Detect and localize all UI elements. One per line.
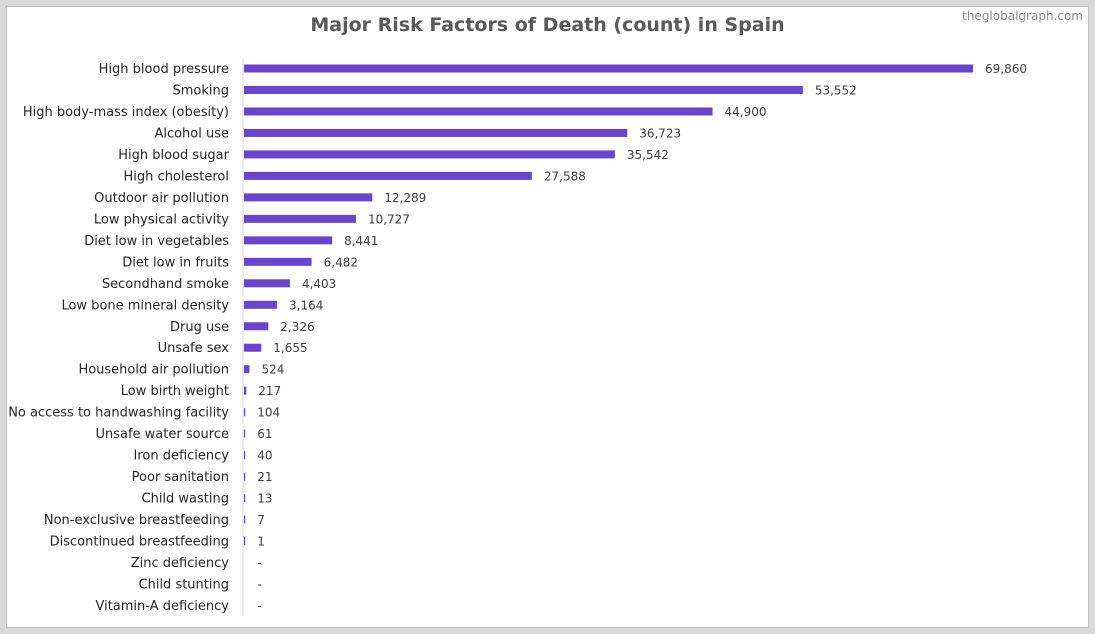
category-label: Low physical activity [94, 212, 229, 227]
value-label: 27,588 [544, 169, 586, 183]
bar [244, 279, 290, 288]
value-label: 7 [257, 513, 265, 527]
bar [244, 365, 250, 374]
bar [244, 515, 246, 524]
category-label: Low birth weight [121, 384, 229, 399]
value-label: 35,542 [627, 148, 669, 162]
bar [244, 322, 269, 331]
watermark: theglobalgraph.com [962, 9, 1083, 23]
bar [244, 193, 373, 202]
value-label: 13 [257, 492, 272, 506]
bar [244, 300, 278, 309]
value-label: 21 [257, 470, 272, 484]
value-label: - [257, 556, 261, 570]
category-label: Child stunting [139, 578, 229, 593]
category-label: Unsafe sex [158, 341, 230, 356]
value-label: 10,727 [368, 212, 410, 226]
value-label: 524 [261, 363, 284, 377]
value-label: 53,552 [815, 83, 857, 97]
category-label: Diet low in fruits [122, 255, 229, 270]
category-label: Zinc deficiency [131, 556, 230, 571]
category-label: Diet low in vegetables [84, 234, 229, 249]
value-label: 217 [258, 384, 281, 398]
category-label: Non-exclusive breastfeeding [44, 513, 229, 528]
value-label: 4,403 [302, 277, 336, 291]
value-label: 3,164 [289, 298, 323, 312]
category-label: Low bone mineral density [61, 298, 229, 313]
value-label: 12,289 [384, 191, 426, 205]
bar [244, 537, 246, 546]
bar [244, 214, 356, 223]
value-label: 40 [257, 449, 272, 463]
bar [244, 472, 246, 481]
value-label: 1 [257, 535, 265, 549]
category-label: Poor sanitation [132, 470, 229, 485]
category-label: Household air pollution [78, 363, 229, 378]
value-label: 8,441 [344, 234, 378, 248]
category-label: Drug use [170, 320, 229, 335]
category-label: Secondhand smoke [102, 277, 229, 292]
value-label: 2,326 [280, 320, 314, 334]
value-label: - [257, 599, 261, 613]
bar [244, 343, 262, 352]
bar [244, 150, 615, 159]
value-label: - [257, 578, 261, 592]
value-label: 69,860 [985, 62, 1027, 76]
category-label: No access to handwashing facility [8, 406, 229, 421]
value-label: 44,900 [725, 105, 767, 119]
category-label: Discontinued breastfeeding [50, 535, 229, 550]
bar [244, 408, 246, 417]
category-label: High blood sugar [118, 148, 229, 163]
bar [244, 85, 803, 94]
chart-inner-border [6, 6, 1089, 628]
bar [244, 386, 247, 395]
bar [244, 236, 333, 245]
category-label: High body-mass index (obesity) [23, 105, 229, 120]
value-label: 1,655 [273, 341, 307, 355]
value-label: 6,482 [324, 255, 358, 269]
bar [244, 64, 973, 73]
category-label: High blood pressure [99, 62, 229, 77]
category-label: Outdoor air pollution [94, 191, 229, 206]
category-label: Alcohol use [154, 126, 229, 141]
category-label: High cholesterol [124, 169, 229, 184]
bar [244, 107, 713, 116]
bar [244, 494, 246, 503]
category-label: Vitamin-A deficiency [95, 599, 229, 614]
chart-title: Major Risk Factors of Death (count) in S… [310, 14, 785, 36]
bar [244, 429, 246, 438]
bar [244, 171, 532, 180]
category-label: Unsafe water source [95, 427, 229, 442]
bar [244, 451, 246, 460]
value-label: 61 [257, 427, 272, 441]
bar [244, 257, 312, 266]
category-label: Smoking [172, 83, 229, 98]
value-label: 104 [257, 406, 280, 420]
bar [244, 128, 628, 137]
value-label: 36,723 [639, 126, 681, 140]
category-label: Iron deficiency [134, 449, 230, 464]
category-label: Child wasting [142, 492, 230, 507]
